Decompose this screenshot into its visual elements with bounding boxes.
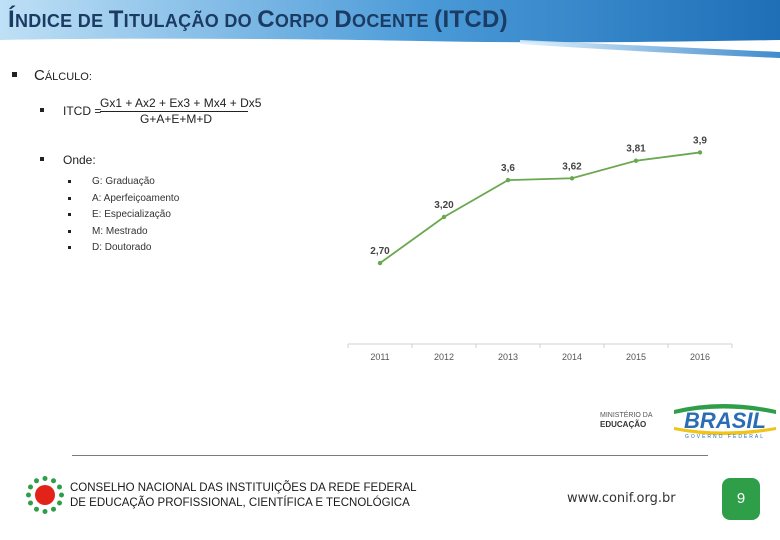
formula-label: ITCD =	[63, 104, 102, 118]
x-tick-label: 2016	[690, 352, 710, 362]
data-point	[441, 214, 447, 220]
org-name-line2: DE EDUCAÇÃO PROFISSIONAL, CIENTÍFICA E T…	[70, 497, 410, 509]
data-point	[569, 176, 575, 181]
data-label: 3,6	[501, 163, 515, 174]
website-link[interactable]: www.conif.org.br	[567, 491, 676, 506]
legend-item: D: Doutorado	[92, 242, 152, 253]
page-number-badge: 9	[722, 478, 760, 520]
data-point	[697, 150, 703, 155]
x-tick-label: 2014	[562, 352, 582, 362]
x-tick-label: 2015	[626, 352, 646, 362]
calculo-label: CÁLCULO:	[34, 67, 92, 84]
org-name-line1: CONSELHO NACIONAL DAS INSTITUIÇÕES DA RE…	[70, 482, 417, 494]
header-band	[0, 0, 780, 58]
ministerio-educacao-logo: MINISTÉRIO DA EDUCAÇÃO	[600, 411, 653, 429]
data-point	[633, 158, 639, 163]
formula-fraction-line	[100, 111, 248, 112]
ministerio-line: MINISTÉRIO DA	[600, 412, 653, 419]
data-label: 3,62	[562, 161, 582, 172]
itcd-line-chart: 2011 2012 2013 2014 2015 2016 2,70 3,20 3,6 3,62 3…	[347, 135, 733, 362]
brasil-governo-federal-logo: BRASIL GOVERNO FEDERAL	[674, 404, 776, 440]
legend-bullet	[68, 246, 71, 249]
slide-title: ÍNDICE DE TITULAÇÃO DO CORPO DOCENTE (IT…	[8, 6, 508, 33]
onde-label: Onde:	[63, 153, 96, 167]
legend-item: M: Mestrado	[92, 226, 148, 237]
legend-bullet	[68, 213, 71, 216]
data-label: 3,9	[693, 135, 707, 146]
calculo-bullet	[12, 72, 17, 77]
legend-bullet	[68, 230, 71, 233]
legend-item: E: Especialização	[92, 209, 171, 220]
data-point	[377, 260, 383, 266]
data-label: 3,20	[434, 200, 454, 211]
legend-bullet	[68, 197, 71, 200]
educacao-line: EDUCAÇÃO	[600, 420, 647, 429]
formula-numerator: Gx1 + Ax2 + Ex3 + Mx4 + Dx5	[100, 96, 262, 110]
formula-bullet	[40, 108, 44, 112]
data-label: 3,81	[626, 144, 646, 155]
brasil-logo-text: BRASIL	[684, 408, 766, 433]
series-line	[379, 151, 701, 264]
governo-federal-text: GOVERNO FEDERAL	[685, 434, 765, 440]
data-point	[505, 177, 511, 183]
legend-bullet	[68, 180, 71, 183]
legend-item: G: Graduação	[92, 176, 155, 187]
x-tick-label: 2013	[498, 352, 518, 362]
conif-logo	[26, 476, 64, 514]
formula-denominator: G+A+E+M+D	[140, 112, 213, 126]
x-tick-label: 2012	[434, 352, 454, 362]
legend-item: A: Aperfeiçoamento	[92, 193, 180, 204]
x-tick-label: 2011	[370, 352, 389, 362]
footer-divider	[72, 455, 708, 456]
data-label: 2,70	[370, 246, 390, 257]
onde-bullet	[40, 157, 44, 161]
